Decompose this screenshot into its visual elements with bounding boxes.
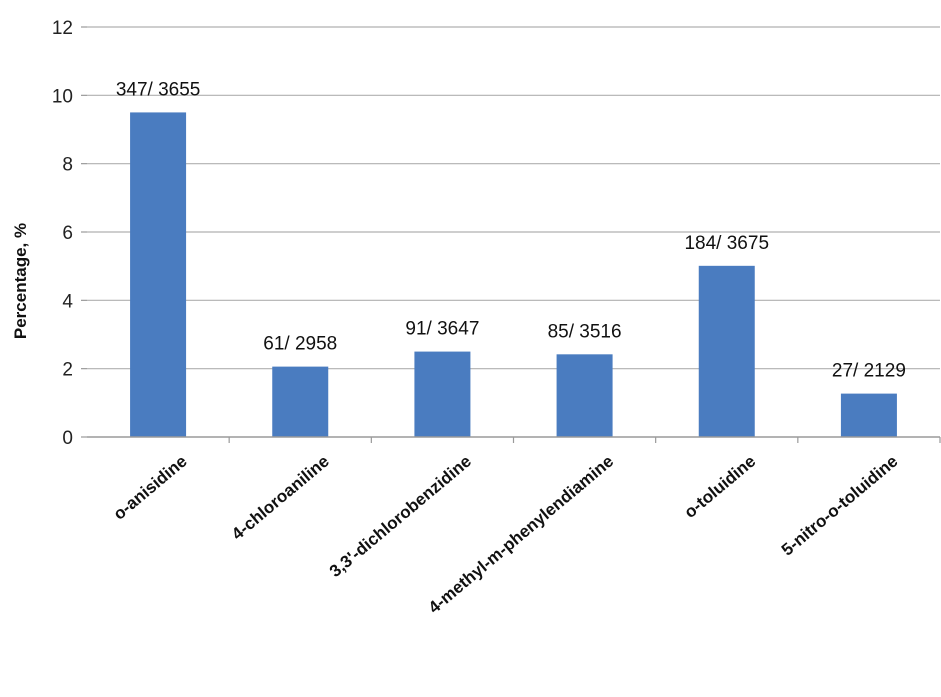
y-tick-label: 0	[62, 428, 73, 449]
y-axis-label: Percentage, %	[11, 223, 30, 339]
bars	[130, 112, 897, 438]
x-tick-label: 3,3'-dichlorobenzidine	[326, 452, 475, 581]
y-tick-label: 6	[62, 223, 73, 244]
data-labels: 347/ 3655 61/ 2958 91/ 3647 85/ 3516 184/ 36…	[116, 79, 906, 381]
x-tick-label: 4-chloroaniline	[228, 452, 333, 544]
gridlines	[87, 26, 940, 370]
data-label: 91/ 3647	[405, 319, 479, 340]
data-label: 85/ 3516	[548, 321, 622, 342]
y-tick-label: 4	[62, 291, 73, 312]
bar	[272, 366, 329, 437]
bar	[130, 112, 187, 438]
x-axis-labels: o-anisidine 4-chloroaniline3,3'-dichlorob…	[110, 437, 941, 617]
y-axis-ticks: 0 2 4 6 8 10 12	[52, 18, 87, 449]
bar	[840, 393, 897, 437]
x-tick-label: o-anisidine	[110, 452, 191, 524]
y-tick-label: 8	[62, 155, 73, 176]
y-tick-label: 10	[52, 86, 73, 107]
data-label: 347/ 3655	[116, 79, 201, 100]
data-label: 61/ 2958	[263, 334, 337, 355]
bar	[556, 354, 613, 437]
data-label: 27/ 2129	[832, 361, 906, 382]
bar	[698, 265, 755, 437]
bar	[414, 351, 471, 437]
y-tick-label: 12	[52, 18, 73, 39]
y-tick-label: 2	[62, 360, 73, 381]
data-label: 184/ 3675	[684, 233, 769, 254]
x-tick-label: o-toluidine	[681, 452, 760, 522]
x-tick-label: 5-nitro-o-toluidine	[778, 452, 902, 560]
